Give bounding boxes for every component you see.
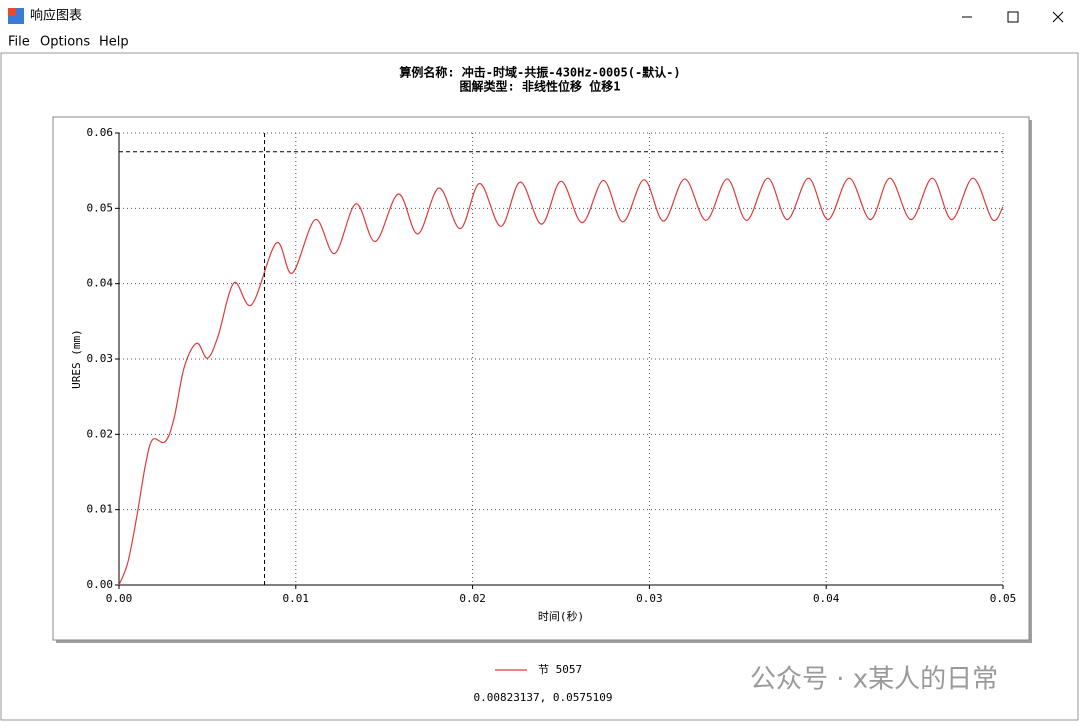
y-tick-label: 0.02: [87, 427, 114, 440]
menu-item[interactable]: Options: [40, 35, 90, 50]
x-tick-label: 0.05: [990, 592, 1017, 605]
y-tick-label: 0.06: [87, 126, 114, 139]
x-tick-label: 0.02: [459, 592, 486, 605]
maximize-button[interactable]: [1007, 11, 1019, 23]
client-border: [0, 52, 1079, 721]
cursor-readout: 0.00823137, 0.0575109: [473, 691, 612, 704]
data-line: [118, 177, 1004, 586]
window-title: 响应图表: [30, 8, 82, 24]
y-tick-label: 0.05: [87, 201, 114, 214]
x-axis-label: 时间(秒): [538, 609, 584, 623]
chart-title: 算例名称: 冲击-时域-共振-430Hz-0005(-默认-): [399, 65, 680, 80]
chart-subtitle: 图解类型: 非线性位移 位移1: [460, 79, 621, 94]
app-icon-part: [8, 8, 16, 16]
legend-label: 节 5057: [538, 663, 582, 676]
x-tick-label: 0.01: [283, 592, 310, 605]
plot-panel: [52, 116, 1030, 641]
x-tick-label: 0.03: [636, 592, 663, 605]
y-tick-label: 0.01: [87, 503, 114, 516]
y-tick-label: 0.03: [87, 352, 114, 365]
menu-item[interactable]: File: [8, 35, 30, 50]
close-button[interactable]: [1052, 11, 1064, 23]
y-tick-label: 0.00: [87, 578, 114, 591]
x-tick-label: 0.04: [813, 592, 840, 605]
menu-item[interactable]: Help: [99, 35, 129, 50]
y-axis-label: URES (mm): [70, 329, 83, 389]
watermark: 公众号 · x某人的日常: [750, 665, 998, 695]
y-tick-label: 0.04: [87, 277, 114, 290]
x-tick-label: 0.00: [106, 592, 133, 605]
